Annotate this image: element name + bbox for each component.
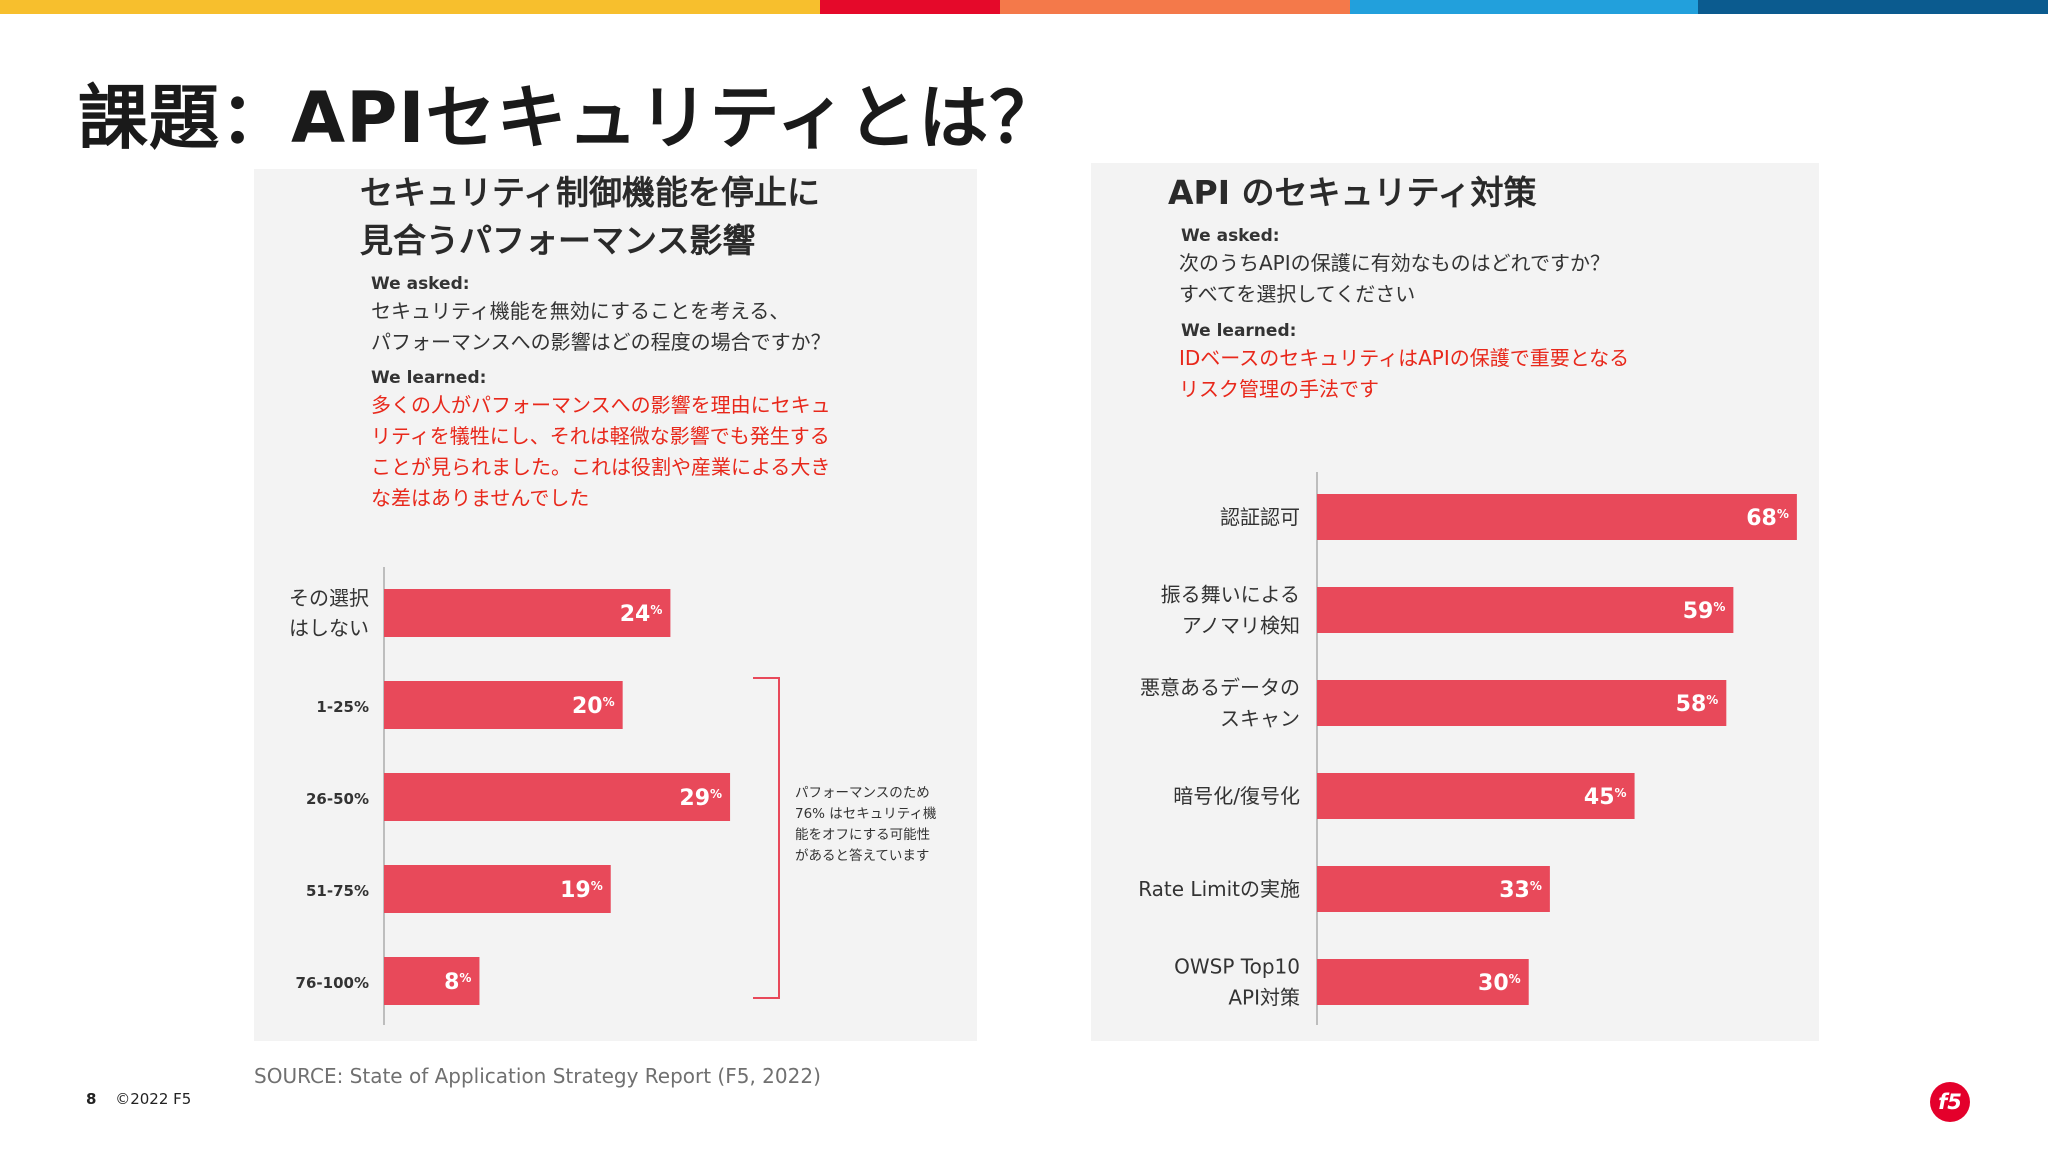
bracket-note-line-1: パフォーマンスのため bbox=[795, 785, 930, 801]
left-asked-line-1: セキュリティ機能を無効にすることを考える、 bbox=[371, 299, 790, 323]
color-segment-darkblue bbox=[1698, 0, 2048, 14]
right-chart-bar-0 bbox=[1317, 494, 1797, 540]
right-learned-label: We learned: bbox=[1181, 321, 1297, 341]
left-learned-label: We learned: bbox=[371, 368, 487, 388]
left-panel-title-line-1: セキュリティ制御機能を停止に bbox=[360, 173, 821, 212]
left-learned-line-1: 多くの人がパフォーマンスへの影響を理由にセキュ bbox=[371, 393, 831, 417]
right-survey-panel: API のセキュリティ対策 We asked: 次のうちAPIの保護に有効なもの… bbox=[1091, 163, 1819, 1041]
right-asked-line-2: すべてを選択してください bbox=[1179, 282, 1416, 306]
left-chart-category-label-0-0: その選択 bbox=[289, 586, 369, 610]
left-learned-line-4: な差はありませんでした bbox=[371, 486, 590, 510]
left-chart-value-label-0: 24% bbox=[620, 602, 663, 627]
right-learned-line-1: IDベースのセキュリティはAPIの保護で重要となる bbox=[1179, 346, 1630, 370]
left-survey-panel: セキュリティ制御機能を停止に 見合うパフォーマンス影響 We asked: セキ… bbox=[254, 169, 977, 1041]
right-chart-category-label-1-1: アノマリ検知 bbox=[1182, 614, 1300, 638]
color-segment-lightblue bbox=[1350, 0, 1698, 14]
color-segment-red bbox=[820, 0, 1000, 14]
right-panel-title: API のセキュリティ対策 bbox=[1168, 173, 1537, 212]
right-chart-category-label-0-0: 認証認可 bbox=[1220, 505, 1300, 529]
left-chart-category-label-2-0: 26-50% bbox=[306, 790, 369, 808]
right-chart-bar-1 bbox=[1317, 587, 1734, 633]
range-bracket bbox=[753, 677, 780, 999]
copyright: ©2022 F5 bbox=[115, 1090, 192, 1108]
color-segment-yellow bbox=[0, 0, 820, 14]
bracket-note-line-4: があると答えています bbox=[795, 848, 930, 864]
right-learned-line-2: リスク管理の手法です bbox=[1179, 377, 1379, 401]
right-chart-bar-4 bbox=[1317, 866, 1550, 912]
left-chart-bar-4 bbox=[384, 957, 480, 1005]
left-panel-title-line-2: 見合うパフォーマンス影響 bbox=[360, 221, 756, 260]
left-chart-bar-1 bbox=[384, 681, 623, 729]
footer: 8 ©2022 F5 bbox=[86, 1090, 191, 1108]
right-chart-category-label-3-0: 暗号化/復号化 bbox=[1173, 784, 1300, 808]
right-chart-category-label-1-0: 振る舞いによる bbox=[1161, 583, 1300, 607]
f5-logo-icon: f5 bbox=[1930, 1082, 1970, 1122]
right-bar-chart: 68%認証認可59%振る舞いによるアノマリ検知58%悪意あるデータのスキャン45… bbox=[1138, 472, 1797, 1025]
right-chart-category-label-5-1: API対策 bbox=[1228, 986, 1300, 1010]
f5-logo-text: f5 bbox=[1938, 1090, 1962, 1114]
left-chart-bar-2 bbox=[384, 773, 731, 821]
bracket-note-line-2: 76% はセキュリティ機 bbox=[795, 806, 937, 822]
right-chart-bar-3 bbox=[1317, 773, 1635, 819]
right-chart-value-label-4: 33% bbox=[1499, 878, 1542, 903]
right-chart-category-label-2-1: スキャン bbox=[1220, 707, 1300, 731]
right-asked-line-1: 次のうちAPIの保護に有効なものはどれですか？ bbox=[1179, 251, 1611, 275]
right-asked-label: We asked: bbox=[1181, 226, 1280, 246]
slide-title: 課題：APIセキュリティとは？ bbox=[78, 77, 1061, 159]
left-chart-category-label-3-0: 51-75% bbox=[306, 882, 369, 900]
left-bar-chart: 24%その選択はしない20%1-25%29%26-50%19%51-75%8%7… bbox=[289, 567, 780, 1025]
color-segment-orange bbox=[1000, 0, 1350, 14]
right-chart-category-label-4-0: Rate Limitの実施 bbox=[1138, 877, 1300, 901]
left-learned-line-2: リティを犠牲にし、それは軽微な影響でも発生する bbox=[371, 424, 830, 448]
left-chart-category-label-0-1: はしない bbox=[289, 616, 369, 640]
left-asked-line-2: パフォーマンスへの影響はどの程度の場合ですか？ bbox=[371, 330, 831, 354]
left-asked-label: We asked: bbox=[371, 274, 470, 294]
right-chart-bar-2 bbox=[1317, 680, 1727, 726]
right-chart-category-label-5-0: OWSP Top10 bbox=[1174, 955, 1300, 979]
source-citation: SOURCE: State of Application Strategy Re… bbox=[254, 1064, 821, 1088]
left-chart-bar-0 bbox=[384, 589, 671, 637]
left-chart-category-label-1-0: 1-25% bbox=[316, 698, 369, 716]
left-learned-line-3: ことが見られました。これは役割や産業による大き bbox=[371, 455, 831, 479]
right-chart-bar-5 bbox=[1317, 959, 1529, 1005]
page-number: 8 bbox=[86, 1090, 97, 1108]
left-chart-bar-3 bbox=[384, 865, 611, 913]
right-chart-category-label-2-0: 悪意あるデータの bbox=[1140, 676, 1300, 700]
brand-color-bar bbox=[0, 0, 2048, 14]
left-chart-category-label-4-0: 76-100% bbox=[296, 974, 369, 992]
bracket-note-line-3: 能をオフにする可能性 bbox=[795, 827, 931, 843]
